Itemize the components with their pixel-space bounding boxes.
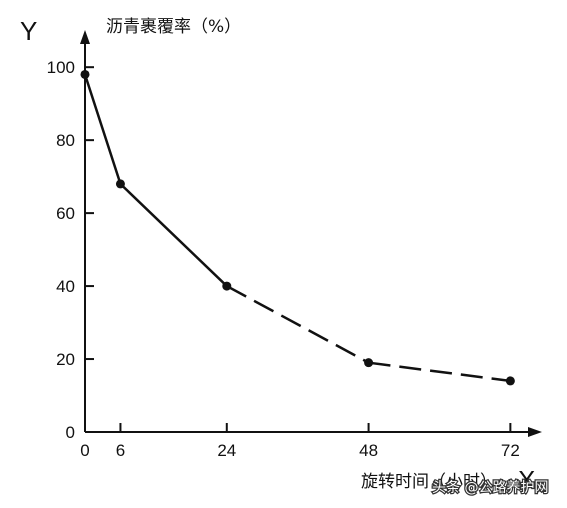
- series-0-segment-0: [83, 74, 122, 185]
- y-axis-arrow: [80, 30, 90, 44]
- series-points: [80, 69, 515, 386]
- x-tick-label-48: 48: [359, 441, 378, 460]
- x-axis-letter: X: [518, 465, 535, 495]
- ticks: [85, 66, 512, 432]
- x-tick-label-24: 24: [217, 441, 236, 460]
- x-tick-label-0: 0: [80, 441, 89, 460]
- x-axis-arrow: [528, 427, 542, 437]
- series-0-segment-2: [226, 284, 370, 364]
- data-point-6: [115, 179, 125, 189]
- y-tick-label-20: 20: [56, 350, 75, 369]
- x-tick-label-6: 6: [116, 441, 125, 460]
- data-point-0: [80, 69, 90, 79]
- y-tick-label-100: 100: [47, 58, 75, 77]
- data-point-72: [505, 376, 515, 386]
- watermark: 头条 @公路养护网: [432, 479, 548, 496]
- data-point-24: [222, 281, 232, 291]
- y-tick-label-0: 0: [66, 423, 75, 442]
- series-lines: [83, 74, 511, 383]
- x-axis-title: 旋转时间（小时）: [361, 472, 497, 492]
- y-axis-title: 沥青裹覆率（%）: [106, 17, 241, 37]
- y-tick-label-40: 40: [56, 277, 75, 296]
- y-axis-letter: Y: [20, 16, 37, 46]
- series-0-segment-3: [368, 361, 511, 383]
- y-tick-label-80: 80: [56, 131, 75, 150]
- axes: [80, 30, 542, 437]
- series-0-segment-1: [119, 183, 228, 287]
- tick-labels: 0 20 40 60 80 100 0 6 24 48 72: [47, 58, 520, 460]
- x-tick-label-72: 72: [501, 441, 520, 460]
- y-tick-label-60: 60: [56, 204, 75, 223]
- data-point-48: [364, 358, 374, 368]
